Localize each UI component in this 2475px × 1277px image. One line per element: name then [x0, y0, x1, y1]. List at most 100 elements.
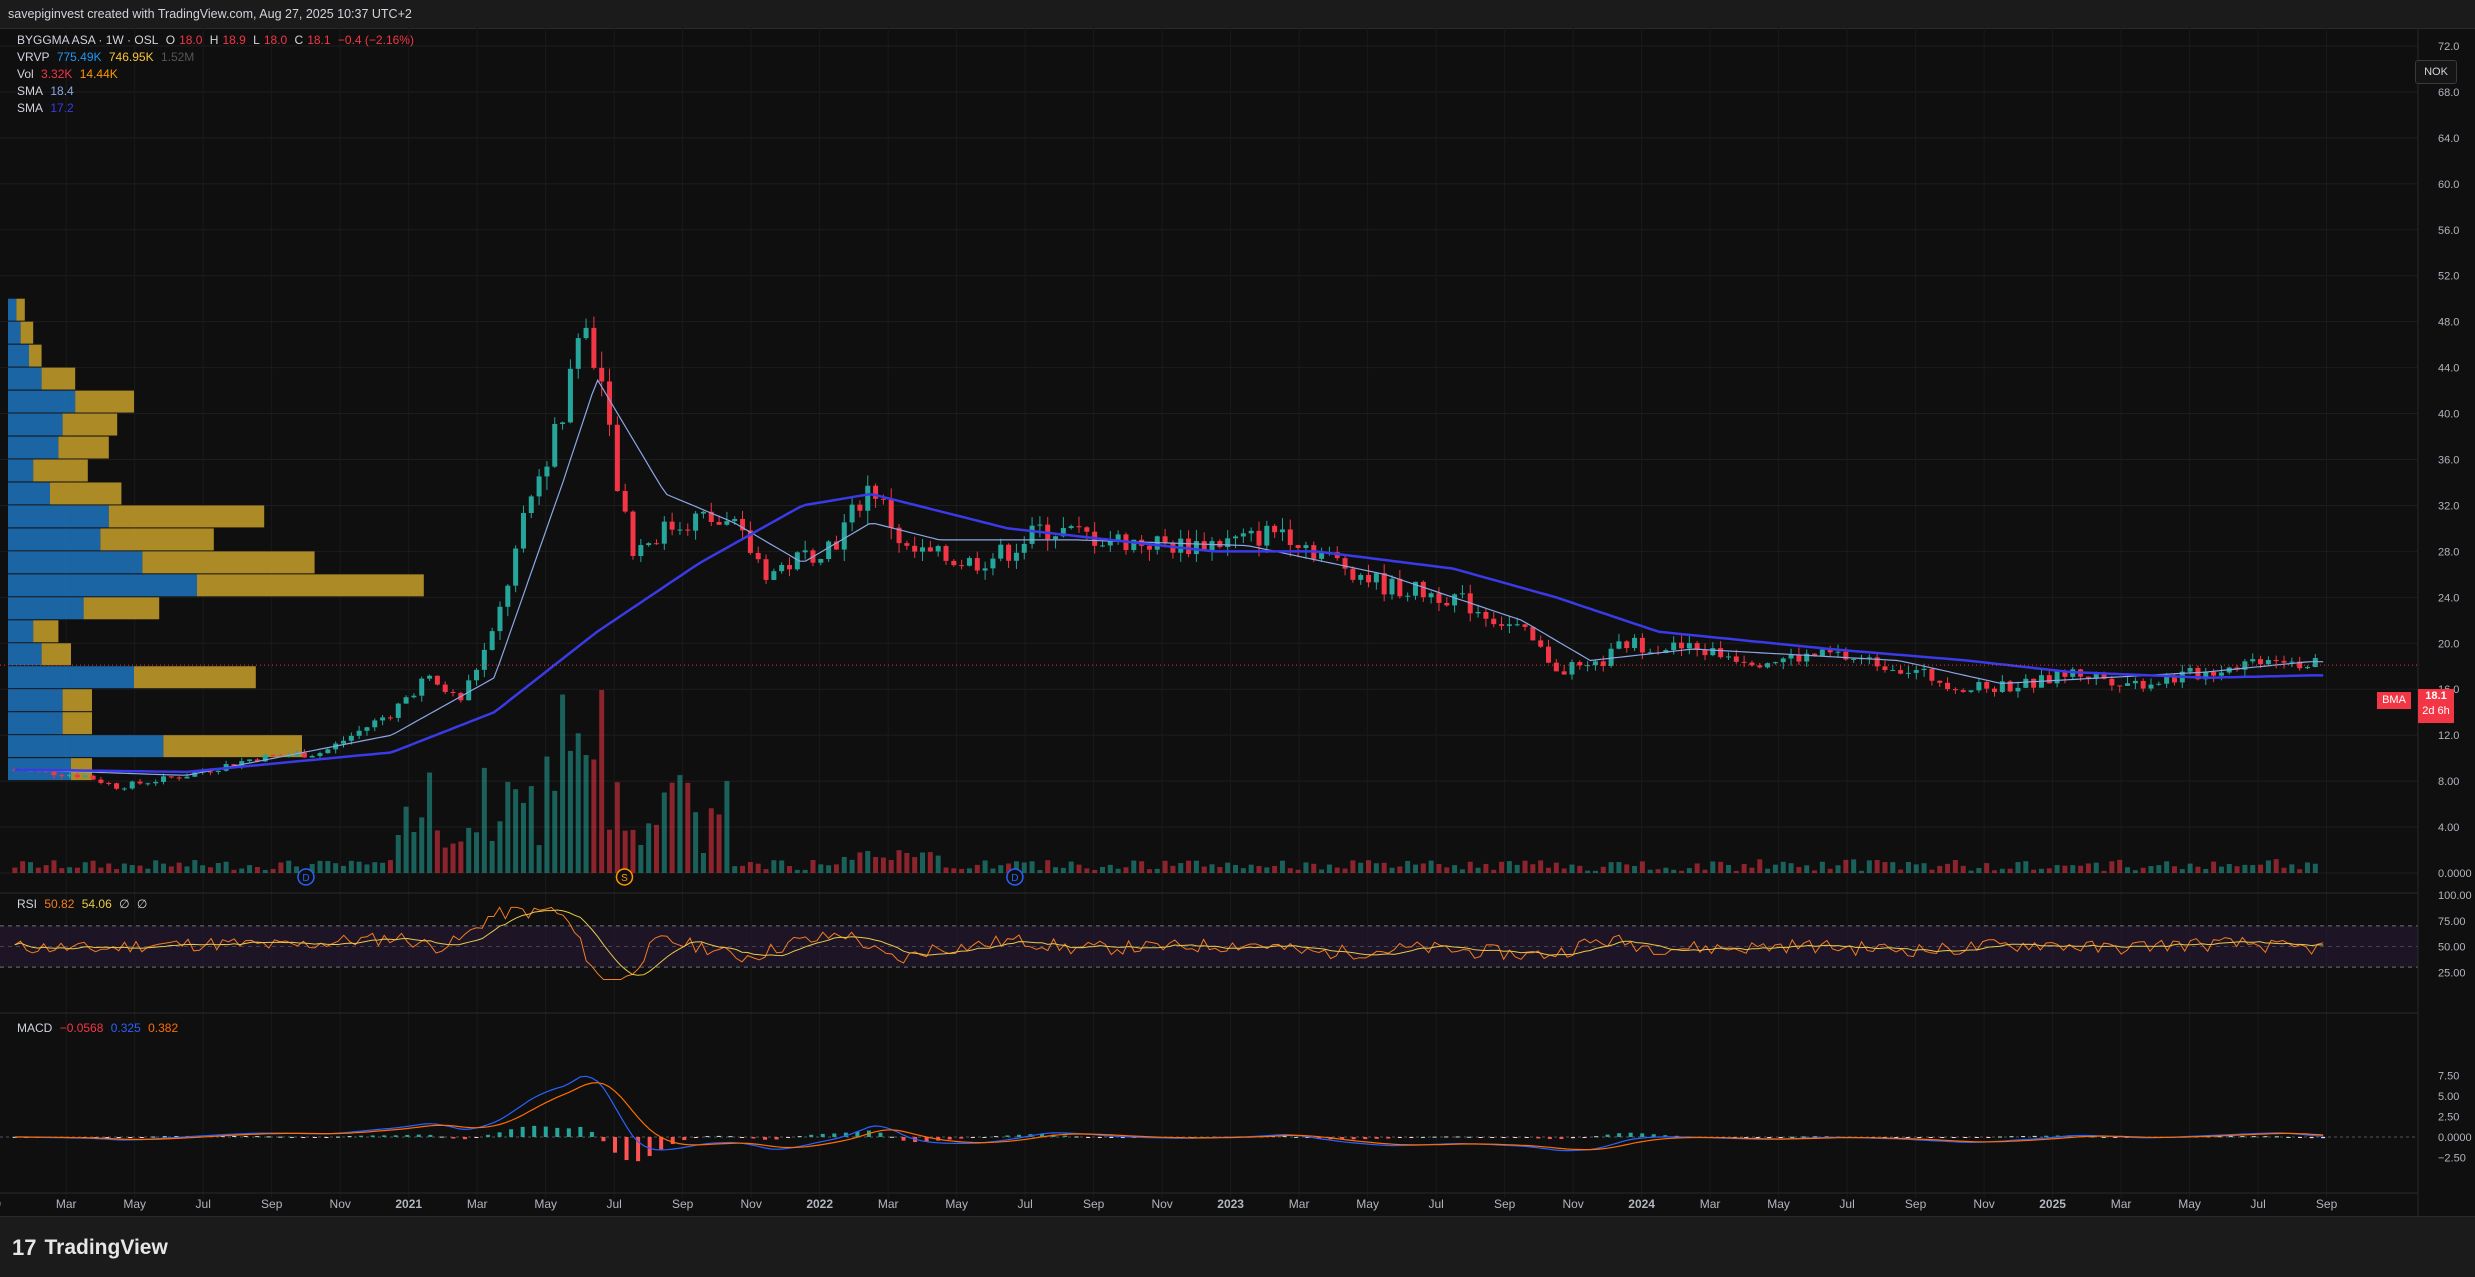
macd-histogram-bar — [2298, 1137, 2303, 1138]
symbol-price-tag: BMA — [2377, 692, 2411, 709]
volume-bar — [90, 860, 96, 873]
candle-body — [1812, 653, 1818, 656]
macd-histogram-bar — [855, 1131, 860, 1137]
candle-body — [1452, 594, 1458, 606]
volume-bar — [223, 861, 229, 873]
volume-bar — [1013, 861, 1019, 873]
volume-bar — [567, 750, 573, 873]
candle-body — [1538, 640, 1544, 647]
volume-bar — [810, 860, 816, 873]
volume-bar — [990, 868, 996, 873]
candle-body — [755, 552, 761, 560]
candle-body — [1679, 642, 1685, 649]
candle-body — [1240, 533, 1246, 537]
volume-bar — [552, 790, 558, 873]
candle-body — [724, 521, 730, 525]
macd-histogram-bar — [613, 1137, 618, 1153]
candle-body — [2250, 659, 2256, 662]
candle-body — [161, 776, 167, 782]
candle-body — [340, 740, 346, 744]
candle-body — [1483, 611, 1489, 619]
macd-histogram-bar — [2217, 1136, 2222, 1138]
volume-bar — [2265, 860, 2271, 873]
candle-body — [137, 781, 143, 784]
candle-body — [520, 513, 526, 549]
currency-button[interactable]: NOK — [2415, 60, 2457, 84]
macd-histogram-bar — [220, 1135, 225, 1137]
candle-body — [794, 552, 800, 570]
candle-body — [1757, 665, 1763, 668]
volume-bar — [1929, 869, 1935, 873]
volume-bar — [497, 821, 503, 873]
vrvp-up-bar — [8, 528, 101, 551]
candle-body — [1146, 545, 1152, 550]
macd-histogram-bar — [2321, 1137, 2326, 1139]
candle-body — [1976, 682, 1982, 691]
price-chart-svg[interactable]: 72.0 68.0 64.0 60.0 56.0 52.0 48.0 44.0 40.0 36.0… — [0, 28, 2475, 1216]
volume-bar — [763, 869, 769, 873]
volume-bar — [1201, 866, 1207, 873]
volume-bar — [1499, 861, 1505, 873]
macd-histogram-bar — [301, 1137, 306, 1138]
time-tick-label: Mar — [1700, 1197, 1721, 1211]
volume-bar — [1475, 867, 1481, 873]
time-tick-label: Sep — [2316, 1197, 2338, 1211]
candle-body — [1201, 541, 1207, 551]
volume-bar — [184, 866, 190, 873]
volume-bar — [2226, 864, 2232, 873]
time-tick-label: 2022 — [806, 1197, 833, 1211]
candle-body — [2297, 661, 2303, 669]
macd-histogram-bar — [1432, 1136, 1437, 1138]
volume-bar — [740, 865, 746, 873]
volume-bar — [2132, 870, 2138, 873]
volume-bar — [1866, 860, 1872, 873]
volume-bar — [1796, 867, 1802, 873]
candle-body — [888, 499, 894, 528]
volume-bar — [20, 861, 26, 873]
rsi-tick-label: 75.00 — [2438, 916, 2466, 928]
volume-bar — [1319, 869, 1325, 873]
macd-tick-label: −2.50 — [2438, 1153, 2466, 1165]
macd-histogram-bar — [405, 1134, 410, 1137]
volume-bar — [1608, 862, 1614, 873]
volume-bar — [638, 844, 644, 873]
volume-bar — [1506, 861, 1512, 873]
volume-bar — [646, 823, 652, 873]
event-marker-label: D — [302, 873, 309, 884]
chart-area[interactable]: 72.0 68.0 64.0 60.0 56.0 52.0 48.0 44.0 40.0 36.0… — [0, 28, 2475, 1216]
volume-bar — [1256, 865, 1262, 873]
legend-symbol-row: BYGGMA ASA · 1W · OSL O 18.0 H 18.9 L 18.0 … — [17, 33, 414, 47]
volume-bar — [43, 865, 49, 873]
volume-bar — [2117, 859, 2123, 873]
candle-body — [786, 565, 792, 570]
candle-body — [951, 560, 957, 566]
candle-body — [567, 368, 573, 423]
macd-histogram-bar — [1317, 1137, 1322, 1139]
volume-bar — [1006, 863, 1012, 873]
tradingview-logo[interactable]: 17 TradingView — [12, 1235, 168, 1261]
candle-body — [653, 543, 659, 545]
candle-body — [1225, 538, 1231, 548]
candlesticks — [12, 316, 2318, 791]
candle-body — [1412, 581, 1418, 596]
volume-bar — [1639, 861, 1645, 873]
volume-bar — [247, 865, 253, 873]
candle-body — [716, 521, 722, 525]
candle-body — [1561, 671, 1567, 675]
macd-histogram-bar — [890, 1136, 895, 1138]
vrvp-down-bar — [29, 344, 42, 367]
volume-bar — [1342, 868, 1348, 873]
candle-body — [1428, 593, 1434, 598]
candle-body — [544, 466, 550, 477]
volume-bar — [520, 802, 526, 873]
candle-body — [1843, 651, 1849, 660]
volume-bar — [262, 869, 268, 873]
volume-bar — [1373, 863, 1379, 873]
time-tick-label: Mar — [56, 1197, 77, 1211]
volume-bar — [309, 863, 315, 873]
volume-bar — [215, 863, 221, 873]
macd-histogram-bar — [1547, 1137, 1552, 1139]
volume-bar — [771, 860, 777, 873]
volume-bar — [1827, 868, 1833, 873]
volume-bar — [1225, 862, 1231, 873]
